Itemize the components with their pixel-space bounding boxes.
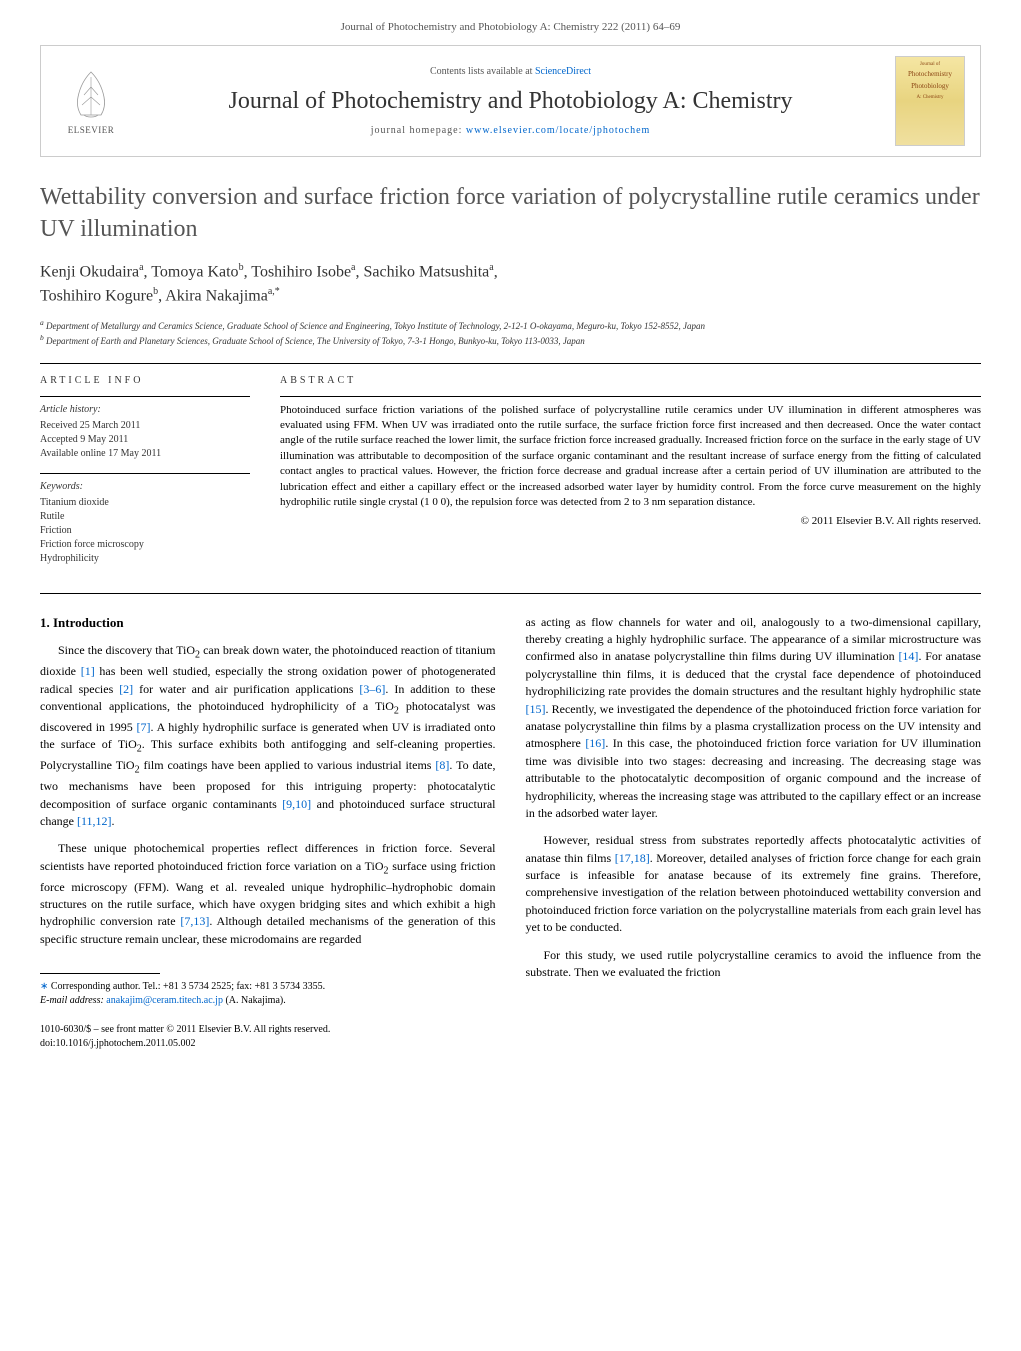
author-1: Kenji Okudaira [40, 263, 139, 280]
keyword-4: Friction force microscopy [40, 538, 250, 552]
keyword-1: Titanium dioxide [40, 496, 250, 510]
cover-text-1: Journal of [920, 61, 940, 68]
cover-text-2: Photochemistry [908, 70, 952, 80]
affil-a-text: Department of Metallurgy and Ceramics Sc… [46, 321, 705, 331]
footer-divider [40, 973, 160, 974]
author-4-sup: a [489, 262, 493, 273]
affiliation-a: a Department of Metallurgy and Ceramics … [40, 318, 981, 333]
author-6-sup: a,* [268, 286, 280, 297]
author-2: Tomoya Kato [151, 263, 238, 280]
author-2-sup: b [239, 262, 244, 273]
col2-para-2: However, residual stress from substrates… [526, 832, 982, 936]
keywords-block: Keywords: Titanium dioxide Rutile Fricti… [40, 480, 250, 566]
affil-b-sup: b [40, 333, 44, 342]
abstract-heading: ABSTRACT [280, 374, 981, 388]
journal-title: Journal of Photochemistry and Photobiolo… [126, 87, 895, 116]
keyword-5: Hydrophilicity [40, 552, 250, 566]
section-1-heading: 1. Introduction [40, 614, 496, 633]
header-center: Contents lists available at ScienceDirec… [126, 65, 895, 138]
body-columns: 1. Introduction Since the discovery that… [40, 614, 981, 1052]
divider-bottom [40, 593, 981, 594]
publisher-name: ELSEVIER [68, 124, 115, 137]
sciencedirect-link[interactable]: ScienceDirect [535, 66, 591, 77]
ref-7[interactable]: [7] [137, 720, 151, 734]
article-info-column: ARTICLE INFO Article history: Received 2… [40, 374, 250, 578]
running-header: Journal of Photochemistry and Photobiolo… [40, 20, 981, 35]
abstract-text: Photoinduced surface friction variations… [280, 403, 981, 511]
doi-footer: 1010-6030/$ – see front matter © 2011 El… [40, 1023, 496, 1051]
history-received: Received 25 March 2011 [40, 419, 250, 433]
col2-para-1: as acting as flow channels for water and… [526, 614, 982, 823]
cover-text-3: Photobiology [911, 82, 949, 92]
ref-15[interactable]: [15] [526, 702, 546, 716]
col2-para-3: For this study, we used rutile polycryst… [526, 947, 982, 982]
col1-para-2: These unique photochemical properties re… [40, 840, 496, 948]
ref-9-10[interactable]: [9,10] [282, 797, 311, 811]
contents-prefix: Contents lists available at [430, 66, 535, 77]
keywords-label: Keywords: [40, 480, 250, 494]
ref-7-13[interactable]: [7,13] [180, 914, 209, 928]
keyword-2: Rutile [40, 510, 250, 524]
abstract-column: ABSTRACT Photoinduced surface friction v… [280, 374, 981, 578]
affiliations: a Department of Metallurgy and Ceramics … [40, 318, 981, 347]
body-column-left: 1. Introduction Since the discovery that… [40, 614, 496, 1052]
info-divider-2 [40, 473, 250, 474]
front-matter-line: 1010-6030/$ – see front matter © 2011 El… [40, 1023, 496, 1037]
article-history-block: Article history: Received 25 March 2011 … [40, 403, 250, 461]
affiliation-b: b Department of Earth and Planetary Scie… [40, 333, 981, 348]
ref-2[interactable]: [2] [119, 682, 133, 696]
author-3: Toshihiro Isobe [251, 263, 351, 280]
contents-line: Contents lists available at ScienceDirec… [126, 65, 895, 79]
author-5-sup: b [153, 286, 158, 297]
cover-text-4: A: Chemistry [916, 94, 943, 101]
email-label: E-mail address: [40, 995, 106, 1006]
elsevier-tree-icon [66, 67, 116, 122]
history-accepted: Accepted 9 May 2011 [40, 433, 250, 447]
ref-3-6[interactable]: [3–6] [359, 682, 385, 696]
info-abstract-row: ARTICLE INFO Article history: Received 2… [40, 374, 981, 578]
abstract-divider [280, 396, 981, 397]
info-divider-1 [40, 396, 250, 397]
corresponding-author: ∗ Corresponding author. Tel.: +81 3 5734… [40, 980, 496, 1008]
col1-para-1: Since the discovery that TiO2 can break … [40, 642, 496, 830]
doi-line: doi:10.1016/j.jphotochem.2011.05.002 [40, 1037, 496, 1051]
keyword-3: Friction [40, 524, 250, 538]
ref-8[interactable]: [8] [435, 758, 449, 772]
author-5: Toshihiro Kogure [40, 287, 153, 304]
email-suffix: (A. Nakajima). [223, 995, 286, 1006]
elsevier-logo: ELSEVIER [56, 61, 126, 141]
author-list: Kenji Okudairaa, Tomoya Katob, Toshihiro… [40, 260, 981, 309]
homepage-prefix: journal homepage: [371, 125, 466, 136]
star-icon: ∗ [40, 981, 48, 992]
body-column-right: as acting as flow channels for water and… [526, 614, 982, 1052]
abstract-copyright: © 2011 Elsevier B.V. All rights reserved… [280, 514, 981, 529]
article-title: Wettability conversion and surface frict… [40, 182, 981, 244]
affil-b-text: Department of Earth and Planetary Scienc… [46, 336, 585, 346]
history-label: Article history: [40, 403, 250, 417]
ref-11-12[interactable]: [11,12] [77, 814, 112, 828]
author-6: Akira Nakajima [165, 287, 268, 304]
affil-a-sup: a [40, 318, 44, 327]
journal-cover-thumbnail: Journal of Photochemistry Photobiology A… [895, 56, 965, 146]
corresponding-label: Corresponding author. Tel.: +81 3 5734 2… [51, 981, 325, 992]
ref-14[interactable]: [14] [898, 649, 918, 663]
homepage-link[interactable]: www.elsevier.com/locate/jphotochem [466, 125, 650, 136]
divider-top [40, 363, 981, 364]
history-online: Available online 17 May 2011 [40, 447, 250, 461]
ref-16[interactable]: [16] [585, 736, 605, 750]
ref-1[interactable]: [1] [81, 664, 95, 678]
author-4: Sachiko Matsushita [364, 263, 490, 280]
journal-homepage: journal homepage: www.elsevier.com/locat… [126, 124, 895, 138]
ref-17-18[interactable]: [17,18] [615, 851, 650, 865]
journal-header-box: ELSEVIER Contents lists available at Sci… [40, 45, 981, 157]
author-3-sup: a [351, 262, 355, 273]
article-info-heading: ARTICLE INFO [40, 374, 250, 388]
author-1-sup: a [139, 262, 143, 273]
corresponding-email[interactable]: anakajim@ceram.titech.ac.jp [106, 995, 223, 1006]
